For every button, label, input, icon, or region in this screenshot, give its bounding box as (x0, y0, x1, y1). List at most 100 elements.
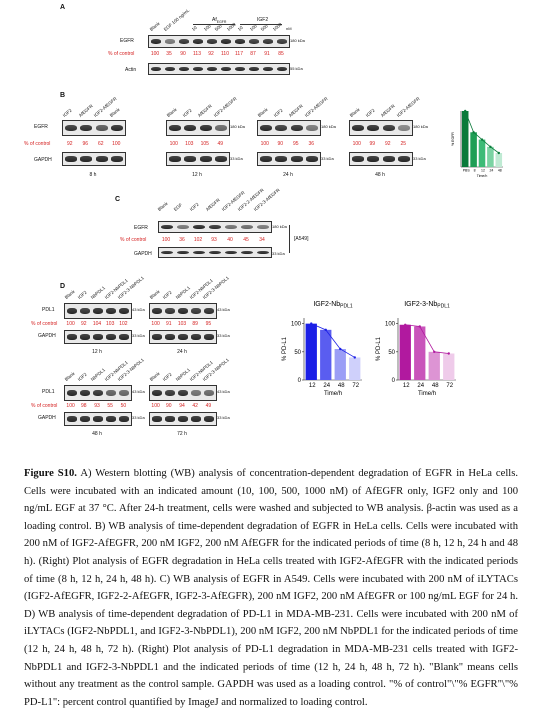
y-tick-label: 100 (385, 322, 396, 328)
trend-line (311, 323, 355, 358)
blot-band (192, 66, 204, 72)
panel-a-nm-unit: nM (286, 26, 292, 31)
blot-band (150, 66, 162, 72)
caption-label: Figure S10. (24, 468, 77, 479)
lane-label: AfEGFR (77, 103, 94, 118)
lane-label: AfEGFR (287, 103, 304, 118)
bar (334, 349, 346, 380)
control-value: 95 (205, 321, 212, 327)
panel-d-gapdh-label: GAPDH (38, 333, 56, 339)
blot-band (164, 307, 175, 315)
panel-d-time-label: 12 h (92, 349, 102, 355)
control-value: 89 (192, 321, 198, 327)
blot-band (164, 334, 175, 340)
panel-d-pdl1-label: PDL1 (42, 307, 55, 313)
blot-band (199, 124, 212, 132)
panel-a-letter: A (60, 4, 66, 11)
panel-d-gapdh-kda: 33 kDa (217, 415, 230, 420)
panel-a-group-line-2 (240, 24, 282, 25)
blot-band (306, 156, 319, 162)
x-tick-label: 48 (338, 383, 345, 389)
bar (443, 353, 455, 380)
blot-band (382, 124, 395, 132)
x-tick-label: 12 (403, 383, 410, 389)
control-value: 90 (277, 141, 284, 147)
chart-title: IGF2-NbPDL1 (313, 301, 353, 310)
panel-c-gapdh-blot (158, 247, 272, 258)
blot-band (224, 250, 238, 255)
blot-band (168, 124, 181, 132)
panel-c-egfr-label: EGFR (134, 225, 148, 231)
panel-a-group-line-1 (193, 24, 235, 25)
blot-band (79, 389, 90, 397)
x-tick-label: 24 (489, 169, 493, 173)
panel-c-bracket (289, 225, 290, 253)
lane-label: Blank (148, 20, 161, 32)
lane-label: Blank (63, 288, 76, 300)
panel-d-gapdh-blot (64, 412, 132, 426)
x-axis-label: Time/h (477, 174, 488, 178)
trend-line (405, 324, 449, 354)
blot-band (66, 307, 77, 315)
blot-band (95, 156, 108, 162)
panel-b-time-label: 8 h (89, 172, 97, 178)
panel-c-gapdh-kda: 33 kDa (272, 251, 285, 256)
blot-band (192, 39, 204, 44)
blot-band (177, 307, 188, 315)
blot-band (192, 250, 206, 255)
panel-d-pdl1-blot (64, 385, 132, 401)
data-point (472, 131, 475, 134)
blot-band (206, 39, 218, 44)
control-value: 85 (278, 51, 284, 57)
lane-label: Blank (108, 106, 121, 118)
panel-a-afegfr-group: AfEGFR (212, 17, 227, 24)
blot-band (398, 124, 411, 132)
lane-label: Blank (156, 200, 169, 212)
blot-band (92, 334, 103, 340)
blot-band (164, 39, 176, 44)
control-value: 99 (369, 141, 376, 147)
control-value: 100 (260, 141, 269, 147)
panel-d-letter: D (60, 283, 66, 290)
blot-band (351, 156, 364, 162)
control-value: 40 (227, 237, 233, 243)
x-tick-label: 48 (432, 383, 439, 389)
data-point (447, 352, 450, 355)
panel-b-time-label: 12 h (192, 172, 202, 178)
control-value: 50 (120, 403, 127, 409)
blot-band (119, 389, 130, 397)
blot-band (306, 124, 319, 132)
data-point (489, 145, 492, 149)
panel-b-egfr-label: EGFR (34, 124, 48, 130)
lane-label: Blank (63, 370, 76, 382)
blot-band (80, 156, 93, 162)
panel-a-igf2-group: IGF2 (257, 17, 269, 23)
control-value: 35 (166, 51, 172, 57)
blot-band (248, 39, 260, 44)
panel-d-gapdh-blot (64, 330, 132, 344)
lane-label: IGF2 (181, 107, 193, 118)
blot-band (234, 66, 246, 72)
lane-label: Blank (148, 370, 161, 382)
blot-band (215, 124, 228, 132)
control-value: 100 (66, 403, 75, 409)
blot-band (204, 307, 215, 315)
blot-band (259, 124, 272, 132)
control-value: 93 (211, 237, 217, 243)
blot-band (111, 124, 124, 132)
blot-band (177, 334, 188, 340)
blot-band (204, 389, 215, 397)
control-value: 62 (97, 141, 104, 147)
blot-band (178, 39, 190, 44)
panel-d-gapdh-kda: 33 kDa (132, 415, 145, 420)
control-value: 100 (151, 403, 160, 409)
x-tick-label: 12 (481, 169, 485, 173)
control-value: 100 (112, 141, 121, 147)
panel-d-pdl1-kda: 43 kDa (132, 389, 145, 394)
blot-band (66, 416, 77, 422)
control-value: 36 (179, 237, 185, 243)
panel-a-control-label: % of control (108, 51, 135, 57)
panel-b-egfr-blot (62, 120, 126, 136)
control-value: 102 (119, 321, 128, 327)
control-value: 55 (107, 403, 113, 409)
